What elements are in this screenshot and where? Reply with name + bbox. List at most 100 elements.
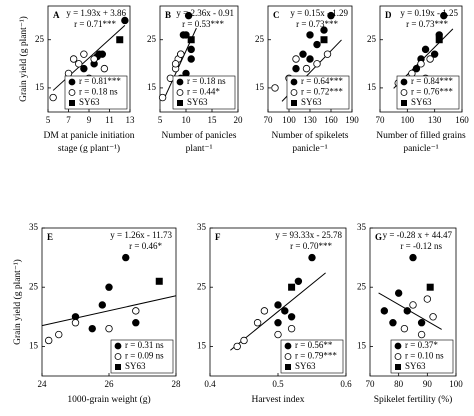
plot-frame — [159, 5, 239, 113]
point — [132, 307, 140, 315]
point — [98, 301, 106, 309]
x-tick-label: 7 — [66, 115, 71, 125]
point — [412, 64, 421, 73]
x-tick-label: 130 — [428, 115, 442, 125]
panel-label: B — [165, 10, 171, 20]
point — [90, 55, 98, 63]
panel-label: G — [375, 232, 382, 242]
point — [184, 11, 193, 20]
x-tick-label: 0.5 — [272, 379, 284, 389]
point — [302, 64, 311, 73]
legend-label: r = 0.56** — [295, 340, 333, 350]
point — [400, 324, 409, 333]
point — [423, 295, 432, 303]
point — [417, 330, 426, 339]
equation: y = 1.26x - 11.73 — [110, 230, 172, 240]
point — [429, 313, 437, 321]
x-tick-label: 28 — [172, 379, 182, 389]
y-tick-label: 15 — [29, 340, 39, 350]
y-tick-label: 25 — [255, 34, 265, 44]
y-tick-label: 35 — [29, 222, 39, 232]
y-tick-label: 35 — [357, 222, 367, 232]
point — [292, 55, 300, 63]
y-tick-label: 25 — [197, 281, 207, 291]
point — [187, 55, 195, 63]
x-tick-label: 13 — [126, 115, 136, 125]
x-axis-title: Spikelet fertility (%) — [374, 394, 453, 405]
point — [320, 26, 328, 34]
point — [260, 307, 269, 315]
legend-label: r = 0.18 ns — [79, 87, 118, 97]
r-value: r = -0.12 ns — [400, 241, 442, 251]
legend-label: r = 0.44* — [187, 87, 220, 97]
legend-label: SY63 — [79, 97, 100, 107]
y-tick-label: 15 — [197, 340, 207, 350]
legend-label: SY63 — [411, 97, 432, 107]
x-tick-label: 5 — [46, 115, 51, 125]
x-tick-label: 70 — [376, 115, 386, 125]
equation: y = 0.19x - 1.25 — [400, 8, 458, 18]
x-axis-title: DM at panicle initiation — [43, 131, 134, 141]
x-tick-label: 9 — [87, 115, 92, 125]
point — [287, 324, 296, 333]
panel-label: F — [215, 232, 221, 242]
legend-label: r = 0.72*** — [301, 87, 343, 97]
legend-marker — [394, 353, 402, 360]
point — [155, 277, 163, 285]
point — [158, 93, 167, 102]
y-tick-label: 15 — [357, 340, 367, 350]
legend-marker — [176, 89, 184, 96]
legend-marker — [400, 89, 408, 96]
legend-label: r = 0.31 ns — [125, 340, 164, 350]
x-tick-label: 160 — [455, 115, 469, 125]
point — [100, 64, 109, 73]
y-tick-label: 15 — [147, 82, 157, 92]
y-tick-label: 25 — [357, 281, 367, 291]
legend-marker — [400, 78, 408, 86]
legend-marker — [114, 353, 122, 360]
x-tick-label: 100 — [282, 115, 296, 125]
x-axis-title: panicle⁻¹ — [403, 144, 438, 154]
point — [306, 55, 314, 63]
legend-label: r = 0.76*** — [411, 87, 453, 97]
plot-frame — [369, 227, 457, 377]
legend-label: SY63 — [405, 361, 426, 371]
x-axis-title: plant⁻¹ — [186, 144, 213, 154]
legend-label: r = 0.84*** — [411, 76, 453, 86]
legend-marker — [284, 342, 292, 350]
point — [187, 36, 195, 44]
point — [403, 307, 411, 315]
x-axis-title: Number of spikelets — [271, 130, 348, 141]
point — [306, 31, 314, 39]
point — [292, 64, 300, 73]
x-tick-label: 190 — [345, 115, 359, 125]
point — [394, 289, 403, 297]
x-tick-label: 70 — [264, 115, 274, 125]
point — [45, 336, 53, 345]
legend-marker — [395, 364, 401, 370]
panel-label: A — [53, 10, 60, 20]
regression-line — [41, 295, 177, 327]
legend-label: SY63 — [301, 97, 322, 107]
point — [299, 50, 307, 58]
x-axis-title: stage (g plant⁻¹) — [58, 143, 120, 154]
legend-marker — [401, 100, 407, 106]
legend-label: r = 0.79*** — [295, 351, 337, 361]
legend-label: r = 0.64*** — [301, 76, 343, 86]
legend-marker — [394, 342, 402, 350]
y-tick-label: 35 — [197, 222, 207, 232]
point — [171, 60, 180, 68]
point — [88, 324, 96, 333]
y-tick-label: 25 — [35, 34, 45, 44]
y-axis-title: Grain yield (g plant⁻¹) — [18, 16, 29, 102]
point — [71, 319, 80, 327]
point — [320, 36, 328, 44]
legend-marker — [177, 100, 183, 106]
legend-marker — [68, 89, 76, 96]
y-tick-label: 25 — [147, 34, 157, 44]
point — [69, 55, 78, 63]
x-tick-label: 10 — [182, 115, 192, 125]
r-value: r = 0.73*** — [296, 19, 338, 29]
legend-label: r = 0.81*** — [79, 76, 121, 86]
